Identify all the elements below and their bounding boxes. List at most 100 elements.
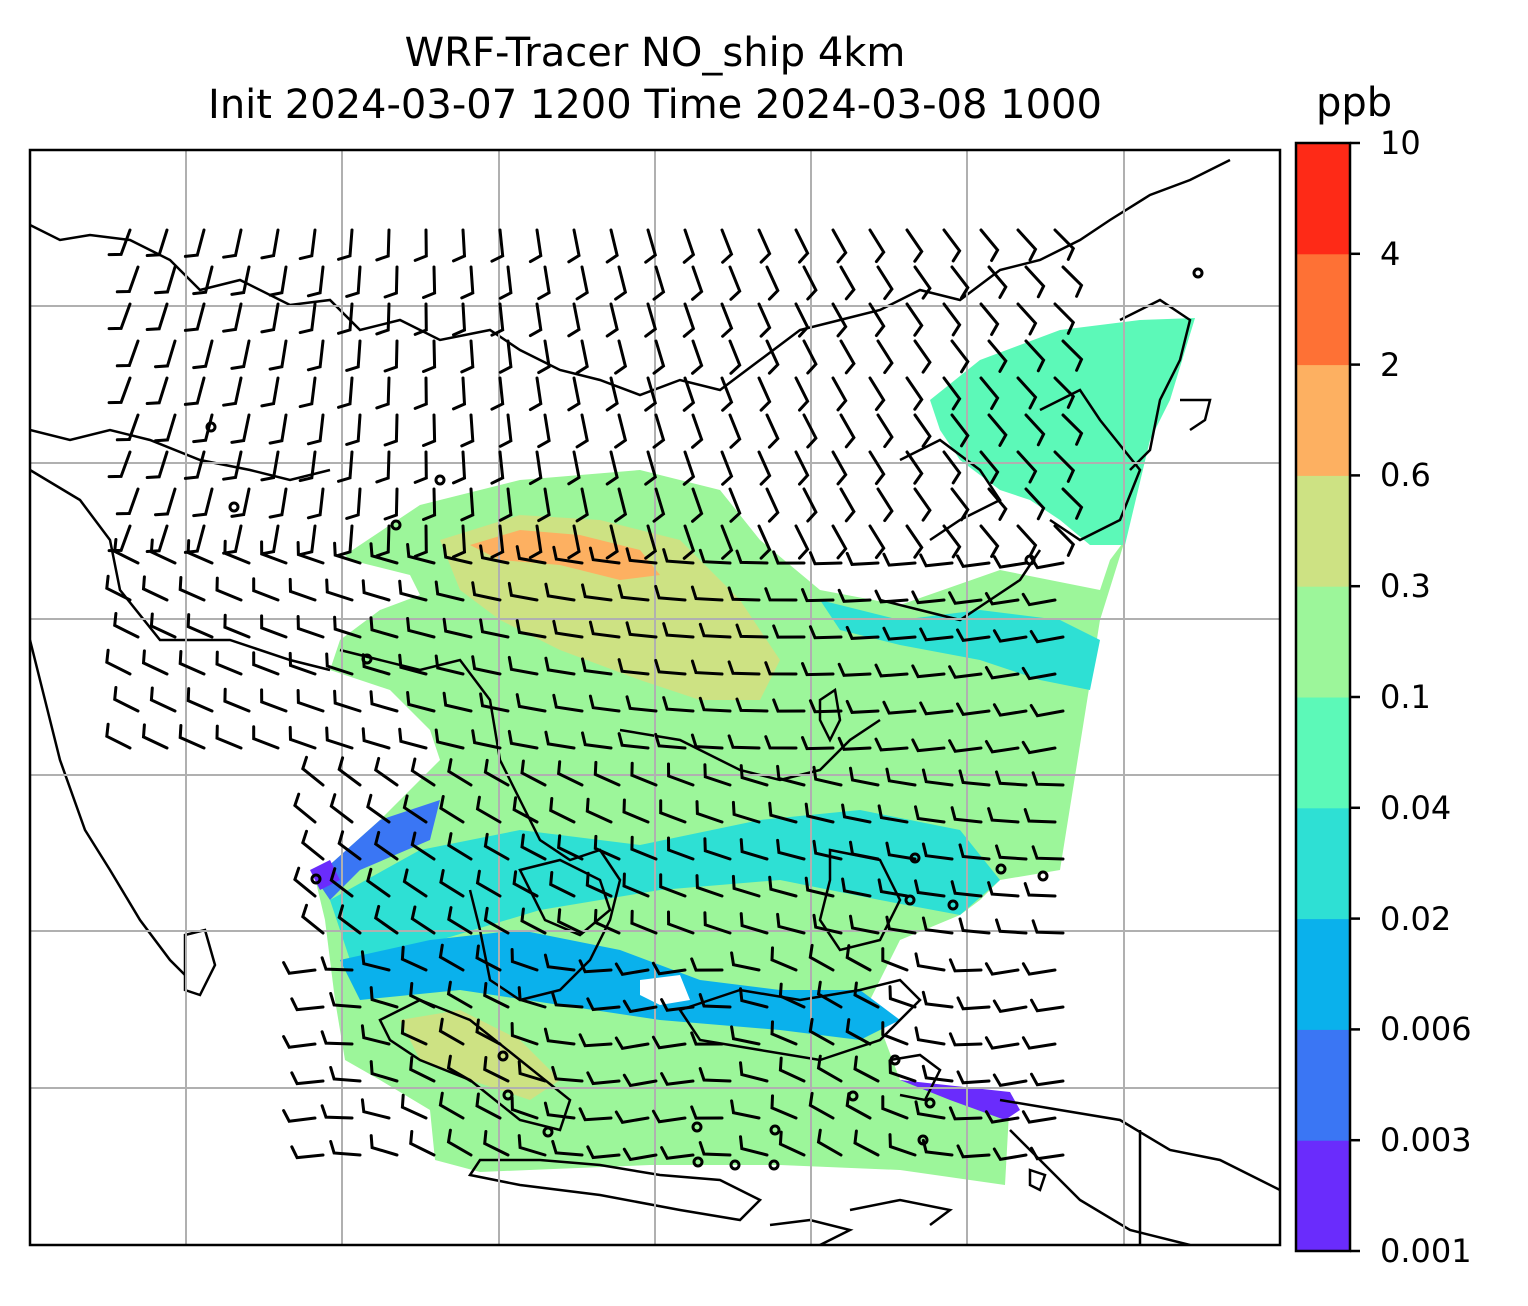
colorbar-tick-label: 0.001	[1380, 1232, 1472, 1270]
wind-barb	[230, 413, 251, 444]
wind-barb	[325, 578, 354, 602]
wind-barb	[690, 1105, 724, 1120]
wind-barb	[460, 413, 475, 448]
wind-barb	[956, 554, 991, 569]
wind-barb	[260, 688, 288, 713]
wind-barb	[154, 487, 177, 517]
wind-barb	[510, 948, 539, 972]
wind-barb	[345, 413, 362, 446]
wind-barb	[337, 524, 354, 557]
wind-barb	[422, 339, 437, 373]
wind-barb	[400, 1093, 428, 1120]
wind-barb	[115, 487, 140, 516]
wind-barb	[770, 1094, 798, 1120]
wind-barb	[490, 228, 505, 263]
wind-barb	[956, 1144, 991, 1159]
wind-barb	[622, 1073, 658, 1088]
wind-barb	[290, 1071, 325, 1086]
wind-barb	[987, 807, 1020, 824]
wind-barb	[373, 904, 399, 935]
wind-barb	[919, 701, 954, 716]
wind-barb	[921, 768, 954, 787]
wind-barb	[296, 689, 325, 713]
wind-barb	[802, 413, 818, 449]
wind-barb	[252, 725, 280, 750]
wind-barb	[950, 413, 970, 448]
wind-barb	[230, 487, 251, 518]
wind-barb	[849, 766, 880, 787]
wind-barb	[942, 302, 962, 337]
wind-barb	[483, 832, 510, 861]
wind-barb	[105, 648, 132, 676]
wind-barb	[471, 581, 502, 602]
wind-barb	[682, 450, 696, 486]
wind-barb	[490, 376, 505, 411]
wind-barb	[802, 339, 818, 375]
wind-barb	[306, 339, 325, 372]
wind-barb	[544, 730, 576, 750]
wind-barb	[383, 487, 399, 521]
wind-barb	[720, 228, 734, 264]
wind-barb	[543, 953, 576, 972]
wind-barb	[551, 1065, 584, 1083]
wind-barb	[905, 302, 924, 337]
wind-barb	[948, 665, 983, 679]
wind-barb	[728, 487, 742, 523]
calm-wind-marker	[924, 1097, 936, 1109]
wind-barb	[460, 265, 475, 300]
wind-barb	[881, 1095, 909, 1120]
wind-barb	[145, 228, 169, 257]
wind-barb	[1021, 1110, 1057, 1124]
colorbar-segment	[1296, 475, 1350, 587]
calm-wind-marker	[1024, 554, 1036, 566]
map-frame	[28, 148, 1282, 1247]
wind-barb	[329, 793, 354, 824]
wind-barb	[154, 265, 177, 295]
wind-barb	[438, 1017, 465, 1046]
wind-barb	[442, 617, 473, 639]
wind-barb	[290, 997, 325, 1012]
wind-barb	[874, 737, 909, 752]
wind-barb	[698, 1067, 732, 1083]
wind-barb	[984, 1110, 1020, 1124]
wind-barb	[614, 265, 628, 301]
wind-barb	[816, 1054, 843, 1083]
wind-barb	[956, 628, 991, 643]
wind-barb	[958, 769, 991, 787]
wind-barb	[728, 339, 742, 375]
wind-barb	[881, 947, 909, 972]
colorbar	[1294, 141, 1360, 1253]
wind-barb	[586, 1071, 621, 1086]
wind-barb	[446, 980, 473, 1009]
wind-barb	[549, 871, 576, 898]
wind-barb	[345, 487, 362, 520]
wind-barb	[345, 265, 362, 298]
calm-wind-marker	[502, 1089, 514, 1101]
wind-barb	[853, 1129, 880, 1157]
wind-barb	[178, 650, 206, 676]
wind-barb	[434, 728, 465, 750]
wind-barb	[551, 991, 584, 1009]
wind-barb	[942, 376, 962, 411]
wind-barb	[644, 376, 658, 412]
wind-barb	[765, 265, 780, 301]
wind-barb	[984, 1036, 1020, 1050]
wind-barb	[301, 755, 325, 787]
wind-barb	[475, 1092, 502, 1120]
wind-barb	[757, 524, 772, 560]
wind-barb	[575, 413, 589, 449]
wind-barb	[839, 339, 856, 375]
wind-barb	[690, 1031, 724, 1046]
wind-barb	[141, 649, 169, 676]
wind-barb	[183, 228, 206, 258]
wind-barb	[1024, 487, 1046, 521]
wind-barb	[113, 538, 140, 565]
wind-barb	[333, 689, 362, 713]
wind-barb	[544, 582, 576, 602]
wind-barb	[107, 376, 132, 405]
wind-barb	[720, 376, 734, 412]
wind-barb	[520, 759, 547, 787]
wind-barb	[528, 376, 543, 412]
colorbar-segment	[1296, 364, 1350, 476]
wind-barb	[614, 1036, 650, 1050]
